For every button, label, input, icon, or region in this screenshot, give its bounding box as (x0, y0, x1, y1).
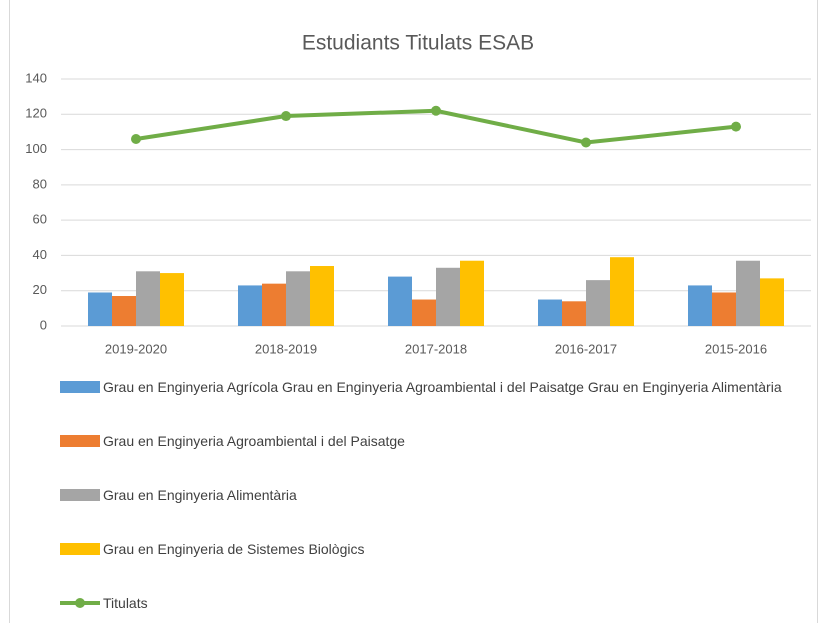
bar (286, 271, 310, 326)
line-marker (281, 111, 291, 122)
bar (712, 292, 736, 326)
y-tick-label: 0 (40, 317, 47, 332)
y-tick-label: 120 (25, 106, 47, 121)
chart-border (9, 0, 818, 623)
bar (88, 292, 112, 326)
bar (310, 266, 334, 326)
bar (262, 283, 286, 326)
line-marker (131, 133, 141, 144)
bar (586, 280, 610, 326)
y-tick-label: 140 (25, 70, 47, 85)
x-tick-label: 2016-2017 (555, 341, 617, 356)
legend-swatch (60, 381, 100, 393)
legend-swatch (75, 598, 85, 608)
bar (412, 299, 436, 326)
bar (136, 271, 160, 326)
x-tick-label: 2017-2018 (405, 341, 467, 356)
line-marker (431, 105, 441, 116)
chart-title: Estudiants Titulats ESAB (302, 32, 534, 55)
legend-swatch (60, 435, 100, 447)
x-tick-label: 2019-2020 (105, 341, 167, 356)
legend-label: Grau en Enginyeria de Sistemes Biològics (103, 541, 365, 557)
y-tick-label: 60 (33, 212, 47, 227)
bar (736, 260, 760, 326)
legend-label: Grau en Enginyeria Agroambiental i del P… (103, 433, 405, 449)
bar (562, 301, 586, 326)
legend-label: Grau en Enginyeria Alimentària (103, 487, 297, 503)
legend-label: Grau en Enginyeria Agrícola Grau en Engi… (103, 379, 782, 395)
bar (388, 276, 412, 326)
x-tick-label: 2015-2016 (705, 341, 767, 356)
bar (436, 267, 460, 326)
x-tick-label: 2018-2019 (255, 341, 317, 356)
legend-swatch (60, 489, 100, 501)
line-marker (581, 137, 591, 148)
y-tick-label: 100 (25, 141, 47, 156)
bar (238, 285, 262, 326)
bar (160, 273, 184, 326)
y-tick-label: 40 (33, 247, 47, 262)
line-marker (731, 121, 741, 132)
bar (112, 296, 136, 326)
bar (610, 257, 634, 326)
legend-swatch (60, 543, 100, 555)
bar (688, 285, 712, 326)
y-tick-label: 80 (33, 176, 47, 191)
bar (760, 278, 784, 326)
y-tick-label: 20 (33, 282, 47, 297)
bar (538, 299, 562, 326)
legend-label: Titulats (103, 595, 148, 611)
bar (460, 260, 484, 326)
